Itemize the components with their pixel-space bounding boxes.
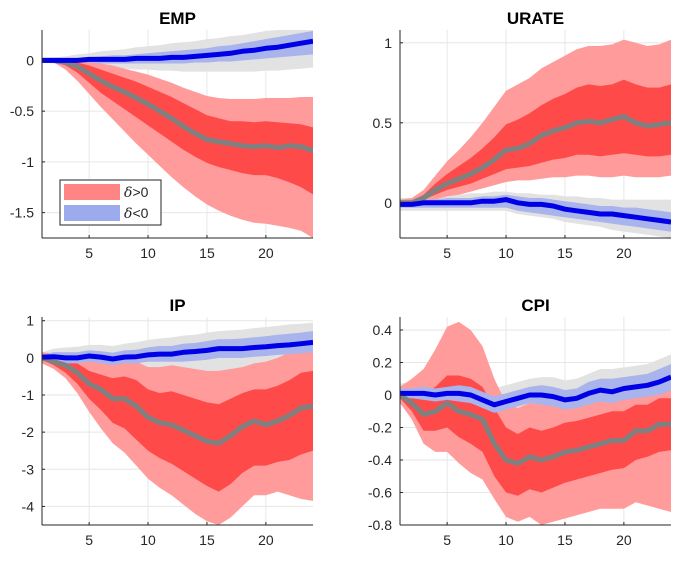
positive-inner-band <box>42 356 313 492</box>
legend-swatch-pos <box>64 184 120 200</box>
x-tick-label: 10 <box>140 245 156 261</box>
positive-median-line <box>400 392 671 466</box>
positive-outer-band <box>42 58 313 238</box>
legend: δ>0δ<0 <box>59 179 162 226</box>
panel-emp: 5 10 15 20 0 -0.5 -1 -1.5 EMP <box>10 9 313 261</box>
y-tick-label: 0 <box>384 195 392 211</box>
y-tick-label: -0.4 <box>368 452 392 468</box>
x-tick-label: 15 <box>199 245 215 261</box>
y-tick-label: 0.5 <box>373 115 393 131</box>
positive-median-line <box>400 113 671 206</box>
y-tick-label: -0.8 <box>368 517 392 533</box>
y-tick-label: 0 <box>384 387 392 403</box>
x-tick-label: 5 <box>85 245 93 261</box>
panel-title: IP <box>169 296 185 315</box>
negative-median-line <box>42 38 313 63</box>
y-tick-label: 0 <box>26 52 34 68</box>
legend-label-pos: δ>0 <box>124 184 149 201</box>
y-tick-label: -3 <box>22 461 35 477</box>
y-tick-label: -2 <box>22 424 35 440</box>
y-tick-label: 0.4 <box>373 322 393 338</box>
y-tick-label: -1 <box>22 387 35 403</box>
negative-median-line <box>400 197 671 225</box>
negative-inner-band <box>42 31 313 64</box>
x-tick-label: 20 <box>616 532 632 548</box>
negative-median-line <box>400 374 671 408</box>
y-tick-label: 0.2 <box>373 355 393 371</box>
x-tick-label: 10 <box>140 532 156 548</box>
legend-label-neg: δ<0 <box>124 205 149 222</box>
negative-median-line <box>42 339 313 362</box>
positive-outer-band <box>400 321 671 525</box>
panel-title: EMP <box>159 9 196 28</box>
x-tick-label: 20 <box>258 532 274 548</box>
y-tick-label: 1 <box>384 35 392 51</box>
y-tick-label: -0.2 <box>368 420 392 436</box>
x-tick-label: 20 <box>616 245 632 261</box>
x-tick-label: 20 <box>258 245 274 261</box>
y-tick-label: -0.6 <box>368 485 392 501</box>
positive-median-line <box>42 57 313 154</box>
legend-swatch-neg <box>64 205 120 221</box>
x-tick-label: 5 <box>85 532 93 548</box>
y-tick-label: 0 <box>26 350 34 366</box>
y-tick-label: 1 <box>26 313 34 329</box>
negative-inner-band <box>400 364 671 413</box>
y-tick-label: -1 <box>22 154 35 170</box>
panel-cpi: 5 10 15 20 0.4 0.2 0 -0.2 -0.4 -0.6 -0.8 CPI <box>368 296 671 548</box>
y-tick-label: -0.5 <box>10 103 34 119</box>
panel-title: CPI <box>521 296 549 315</box>
positive-inner-band <box>400 375 671 496</box>
x-tick-label: 15 <box>199 532 215 548</box>
panel-urate: 5 10 15 20 0 0.5 1 URATE <box>373 9 671 261</box>
y-tick-label: -4 <box>22 498 35 514</box>
x-tick-label: 15 <box>557 245 573 261</box>
positive-inner-band <box>42 59 313 195</box>
x-tick-label: 15 <box>557 532 573 548</box>
panel-title: URATE <box>507 9 564 28</box>
y-tick-label: -1.5 <box>10 205 34 221</box>
x-tick-label: 5 <box>443 245 451 261</box>
positive-median-line <box>42 355 313 446</box>
x-tick-label: 10 <box>498 532 514 548</box>
x-tick-label: 10 <box>498 245 514 261</box>
x-tick-label: 5 <box>443 532 451 548</box>
